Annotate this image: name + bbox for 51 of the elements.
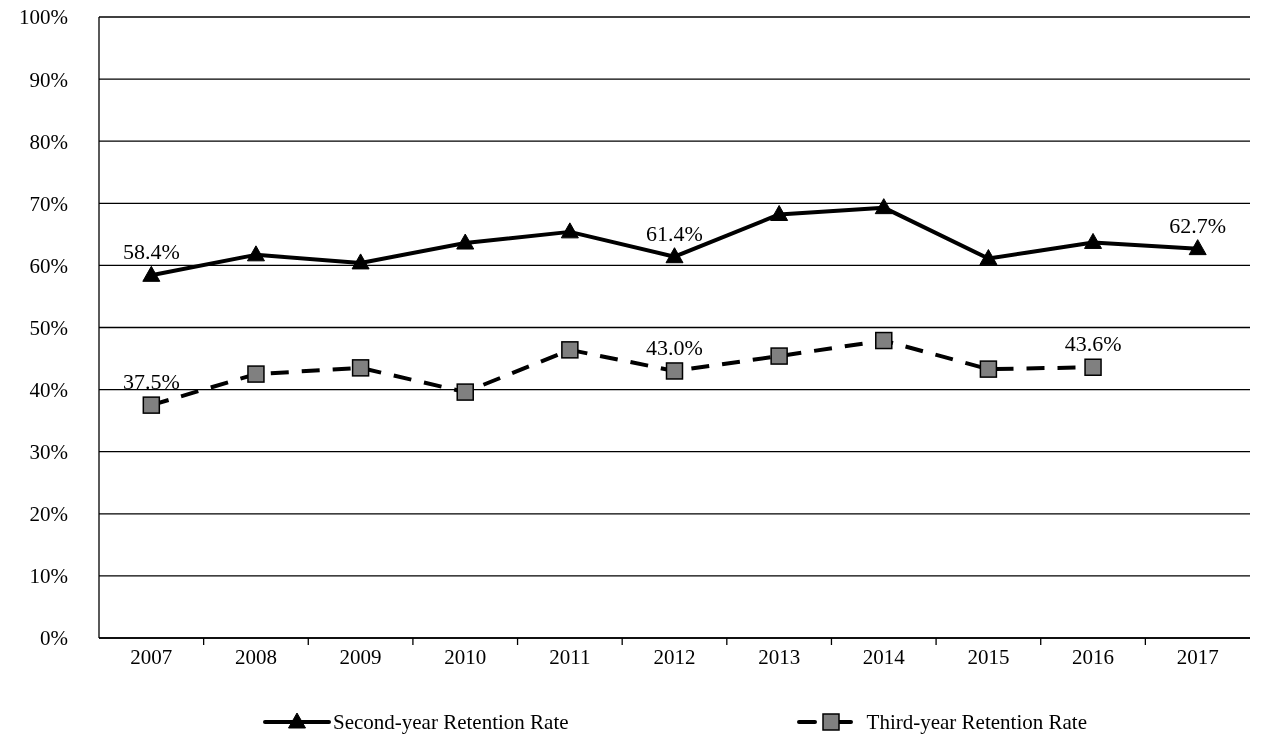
point bbox=[142, 396, 161, 414]
point bbox=[351, 359, 370, 377]
data-label: 43.6% bbox=[1064, 331, 1122, 357]
point bbox=[875, 331, 893, 350]
y-tick-label: 80% bbox=[29, 129, 68, 154]
point bbox=[456, 383, 474, 401]
x-tick-label: 2012 bbox=[653, 645, 696, 669]
point bbox=[665, 362, 684, 380]
point bbox=[665, 247, 684, 264]
x-tick-label: 2010 bbox=[444, 645, 487, 669]
y-tick-label: 50% bbox=[29, 315, 68, 340]
y-tick-label: 10% bbox=[29, 564, 68, 589]
data-label: 61.4% bbox=[646, 220, 703, 246]
point bbox=[770, 204, 789, 221]
point bbox=[1084, 232, 1103, 249]
y-tick-label: 0% bbox=[40, 626, 68, 651]
point bbox=[456, 233, 475, 250]
point bbox=[1188, 239, 1207, 256]
x-tick-label: 2017 bbox=[1176, 645, 1219, 669]
legend-label: Third-year Retention Rate bbox=[866, 709, 1087, 735]
point bbox=[560, 222, 579, 239]
data-label: 62.7% bbox=[1169, 212, 1227, 238]
y-tick-label: 40% bbox=[29, 378, 68, 403]
data-label: 43.0% bbox=[646, 334, 703, 360]
y-tick-label: 20% bbox=[29, 502, 68, 527]
point bbox=[142, 265, 161, 282]
point bbox=[874, 198, 893, 215]
x-tick-label: 2011 bbox=[549, 645, 591, 669]
x-tick-label: 2013 bbox=[758, 645, 801, 669]
point bbox=[979, 360, 998, 378]
y-tick-label: 60% bbox=[29, 253, 68, 278]
y-tick-label: 30% bbox=[29, 440, 68, 465]
x-tick-label: 2008 bbox=[234, 645, 277, 669]
point bbox=[770, 347, 788, 365]
point bbox=[561, 341, 579, 359]
point bbox=[979, 249, 998, 266]
y-tick-label: 100% bbox=[19, 5, 68, 30]
x-tick-label: 2014 bbox=[862, 645, 906, 669]
x-tick-label: 2007 bbox=[130, 645, 173, 669]
data-label: 58.4% bbox=[122, 239, 180, 265]
point bbox=[1084, 358, 1102, 376]
legend-label: Second-year Retention Rate bbox=[332, 709, 569, 735]
y-tick-label: 90% bbox=[29, 67, 68, 92]
x-tick-label: 2015 bbox=[967, 645, 1010, 669]
y-tick-label: 70% bbox=[29, 191, 68, 216]
data-label: 37.5% bbox=[122, 369, 180, 395]
point bbox=[247, 365, 265, 383]
x-tick-label: 2009 bbox=[339, 645, 382, 669]
point bbox=[351, 253, 370, 270]
point bbox=[246, 245, 265, 262]
x-tick-label: 2016 bbox=[1072, 645, 1115, 669]
